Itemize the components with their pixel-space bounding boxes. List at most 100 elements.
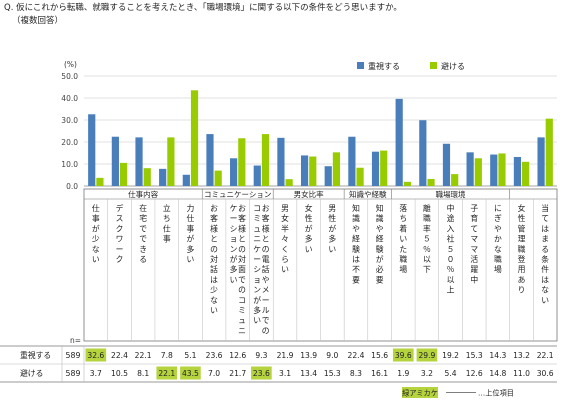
category-label-char: い [399, 235, 407, 244]
category-label-char: 々 [281, 235, 289, 244]
category-label-char: 条 [541, 254, 549, 264]
bar-juushi [513, 156, 522, 186]
table-value: 8.1 [137, 369, 149, 378]
category-label-char: る [139, 255, 147, 264]
category-label-char: ク [116, 224, 124, 233]
category-label-char: の [238, 245, 246, 254]
category-label-char: ー [262, 296, 270, 305]
table-value: 1.9 [397, 369, 409, 378]
category-label-char: 男 [328, 204, 336, 213]
category-label-char: 対 [210, 254, 218, 264]
category-label-char: 率 [423, 223, 431, 233]
category-label-char: 験 [352, 245, 360, 254]
category-label-char: ワ [116, 235, 124, 244]
category-label-char: の [262, 326, 270, 335]
category-label-char: 職 [518, 245, 526, 254]
category-label-char: ミ [253, 214, 261, 223]
bar-juushi [324, 166, 332, 186]
group-label: 男女比率 [294, 189, 324, 199]
category-label-char: ー [253, 255, 261, 264]
footer-line-label: …上位項目 [478, 389, 514, 398]
category-label-char: ー [230, 214, 238, 223]
category-label-char: い [253, 316, 261, 325]
table-value: 21.7 [229, 369, 246, 378]
category-label-char: な [541, 286, 549, 295]
bar-sakeru [545, 118, 553, 186]
category-label-char: い [305, 245, 313, 254]
category-label-char: ま [541, 235, 549, 244]
category-label-char: で [139, 224, 147, 233]
category-label-char: は [210, 275, 218, 284]
table-value: 22.1 [158, 369, 175, 378]
bar-sakeru [119, 162, 128, 186]
category-label-char: 職 [399, 255, 407, 264]
category-label-char: ク [116, 255, 124, 264]
category-label-char: お [210, 204, 218, 213]
category-label-char: 躍 [470, 265, 478, 274]
category-label-char: 件 [541, 264, 549, 274]
question-title: Q. 仮にこれから転職、就職することを考えたとき、「職場環境」に関する以下の条件… [4, 3, 402, 13]
category-label-char: 上 [447, 286, 455, 295]
category-label-char: ％ [447, 265, 455, 274]
category-label-char: コ [253, 204, 261, 213]
group-label: 職場環境 [436, 189, 466, 199]
table-value: 8.3 [350, 369, 362, 378]
category-label-char: ０ [447, 255, 455, 264]
category-label-char: 途 [447, 213, 455, 223]
category-label-char: 多 [230, 264, 238, 274]
category-label-char: 識 [352, 213, 360, 223]
category-label-char: ケ [253, 245, 261, 254]
category-label-char: 要 [352, 275, 360, 284]
category-label-char: い [541, 296, 549, 305]
category-label-char: か [494, 235, 502, 244]
table-value: 22.1 [537, 351, 554, 360]
category-label-char: ョ [253, 275, 261, 284]
bar-sakeru [522, 161, 530, 186]
table-highlight [156, 366, 178, 380]
category-label-char: 性 [518, 213, 526, 223]
bar-sakeru [356, 167, 364, 186]
category-label-char: 社 [447, 234, 455, 244]
category-label-char: ち [399, 214, 407, 223]
category-label-char: や [494, 224, 502, 233]
category-label-char: い [210, 306, 218, 315]
table-value: 12.6 [229, 351, 246, 360]
category-label-char: ン [253, 286, 261, 295]
category-label-char: 活 [470, 254, 478, 264]
table-value: 13.2 [513, 351, 530, 360]
category-label-char: て [541, 214, 549, 223]
table-value: 39.6 [395, 351, 412, 360]
legend-label: 重視する [368, 61, 400, 71]
category-label-char: で [238, 275, 246, 284]
category-label-char: 管 [518, 223, 526, 233]
category-label-char: い [92, 255, 100, 264]
y-tick-label: 50.0 [61, 72, 78, 81]
question-subtitle: （複数回答） [12, 16, 64, 26]
table-value: 9.0 [326, 351, 338, 360]
table-value: 29.9 [418, 351, 435, 360]
table-row-label: 避ける [20, 368, 43, 378]
category-label-char: と [210, 235, 218, 244]
category-label-char: ら [281, 255, 289, 264]
category-label-char: デ [116, 203, 124, 213]
category-label-char: 男 [281, 204, 289, 213]
category-label-char: 女 [305, 203, 313, 213]
table-value: 21.9 [277, 351, 294, 360]
category-label-char: ョ [230, 235, 238, 244]
bar-sakeru [143, 168, 151, 186]
bar-sakeru [451, 174, 459, 186]
table-value: 15.3 [324, 369, 341, 378]
table-value: 16.1 [371, 369, 388, 378]
category-label-char: 事 [92, 213, 100, 223]
table-value: 5.1 [184, 351, 196, 360]
category-label-char: ニ [238, 326, 246, 335]
category-label-char: で [139, 235, 147, 244]
table-value: 7.8 [161, 351, 173, 360]
table-value: 14.3 [489, 351, 506, 360]
category-label-char: に [494, 204, 502, 213]
category-label-char: 様 [238, 223, 246, 233]
table-value: 7.0 [208, 369, 220, 378]
category-label-char: 経 [376, 234, 384, 244]
category-label-char: き [139, 245, 147, 254]
category-label-char: ％ [423, 245, 431, 254]
